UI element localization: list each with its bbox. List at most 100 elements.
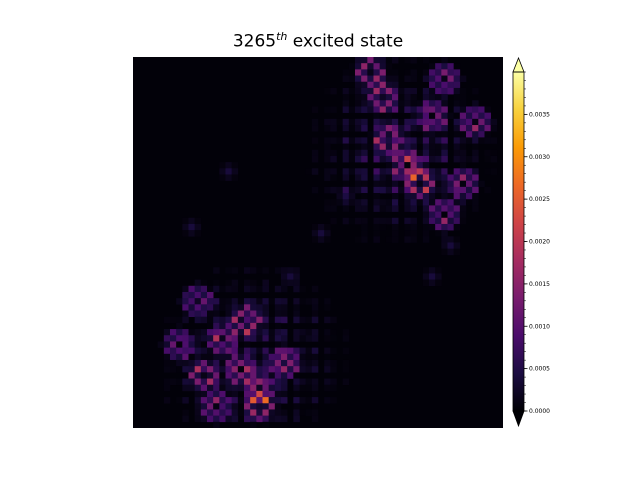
heatmap-cell	[207, 353, 214, 361]
heatmap-cell	[225, 162, 232, 169]
heatmap-cell	[422, 155, 430, 163]
heatmap-cell	[373, 112, 380, 120]
heatmap-cell	[392, 223, 399, 231]
heatmap-cell	[373, 94, 380, 101]
heatmap-cell	[219, 329, 226, 336]
heatmap-cell	[281, 384, 288, 392]
heatmap-cell	[207, 291, 214, 299]
heatmap-cell	[318, 236, 325, 243]
heatmap-cell	[237, 335, 245, 342]
heatmap-cell	[225, 279, 232, 287]
heatmap-cell	[429, 87, 436, 95]
heatmap-cell	[262, 390, 269, 398]
heatmap-cell	[429, 199, 436, 206]
heatmap-cell	[404, 75, 411, 83]
heatmap-cell	[422, 168, 430, 175]
heatmap-cell	[200, 285, 208, 293]
heatmap-cell	[416, 186, 424, 194]
heatmap-cell	[268, 329, 276, 336]
heatmap-cell	[311, 149, 319, 157]
heatmap-cell	[250, 366, 257, 373]
heatmap-cell	[342, 75, 350, 83]
heatmap-cell	[435, 155, 442, 163]
heatmap-cell	[281, 366, 288, 373]
heatmap-cell	[490, 149, 498, 157]
heatmap-cell	[422, 279, 430, 287]
heatmap-cell	[379, 100, 387, 107]
heatmap-cell	[385, 180, 393, 188]
heatmap-cell	[231, 322, 239, 330]
heatmap-cell	[342, 149, 350, 157]
heatmap-cell	[170, 329, 177, 336]
heatmap-cell	[484, 131, 491, 138]
heatmap-cell	[385, 112, 393, 120]
heatmap-cell	[274, 304, 282, 311]
heatmap-cell	[225, 329, 232, 336]
heatmap-cell	[422, 137, 430, 144]
heatmap-cell	[392, 81, 399, 89]
heatmap-cell	[231, 298, 239, 305]
heatmap-cell	[379, 223, 387, 231]
heatmap-cell	[324, 174, 331, 181]
heatmap-cell	[281, 353, 288, 361]
heatmap-cell	[422, 174, 430, 181]
heatmap-cell	[219, 341, 226, 348]
heatmap-cell	[342, 329, 350, 336]
heatmap-cell	[324, 359, 331, 367]
heatmap-cell	[429, 100, 436, 107]
heatmap-cell	[250, 421, 257, 428]
heatmap-cell	[293, 304, 300, 311]
heatmap-cell	[207, 316, 214, 324]
heatmap-cell	[404, 217, 411, 225]
heatmap-cell	[256, 285, 263, 293]
heatmap-cell	[274, 316, 282, 324]
heatmap-cell	[447, 112, 454, 120]
heatmap-cell	[472, 112, 479, 120]
heatmap-cell	[373, 106, 380, 113]
heatmap-cell	[324, 199, 331, 206]
heatmap-cell	[385, 162, 393, 169]
heatmap-cell	[176, 335, 183, 342]
heatmap-cell	[250, 397, 257, 404]
heatmap-cell	[281, 378, 288, 386]
heatmap-cell	[379, 180, 387, 188]
heatmap-cell	[429, 81, 436, 89]
heatmap-cell	[342, 186, 350, 194]
heatmap-cell	[324, 137, 331, 144]
heatmap-cell	[299, 366, 306, 373]
heatmap-cell	[422, 106, 430, 113]
heatmap-cell	[447, 193, 454, 200]
heatmap-cell	[324, 149, 331, 157]
heatmap-cell	[398, 125, 405, 132]
heatmap-cell	[293, 298, 300, 305]
heatmap-cell	[194, 415, 202, 423]
heatmap-cell	[231, 267, 239, 274]
heatmap-cell	[342, 335, 350, 342]
heatmap-cell	[441, 106, 448, 113]
heatmap-cell	[373, 100, 380, 107]
heatmap-cell	[244, 267, 251, 274]
heatmap-cell	[262, 421, 269, 428]
heatmap-cell	[256, 397, 263, 404]
heatmap-cell	[385, 125, 393, 132]
heatmap-cell	[237, 347, 245, 355]
heatmap-cell	[170, 353, 177, 361]
heatmap-cell	[207, 366, 214, 373]
heatmap-cell	[231, 316, 239, 324]
heatmap-cell	[244, 329, 251, 336]
heatmap-cell	[324, 298, 331, 305]
heatmap-cell	[274, 298, 282, 305]
heatmap-cell	[385, 205, 393, 212]
heatmap-cell	[262, 409, 269, 416]
heatmap-cell	[262, 341, 269, 348]
heatmap-cell	[194, 353, 202, 361]
heatmap-cell	[281, 273, 288, 280]
heatmap-cell	[293, 359, 300, 367]
heatmap-cell	[453, 205, 461, 212]
heatmap-cell	[274, 322, 282, 330]
heatmap-cell	[422, 57, 430, 64]
heatmap-cell	[299, 384, 306, 392]
heatmap-cell	[225, 322, 232, 330]
heatmap-cell	[182, 415, 189, 423]
heatmap-cell	[429, 205, 436, 212]
